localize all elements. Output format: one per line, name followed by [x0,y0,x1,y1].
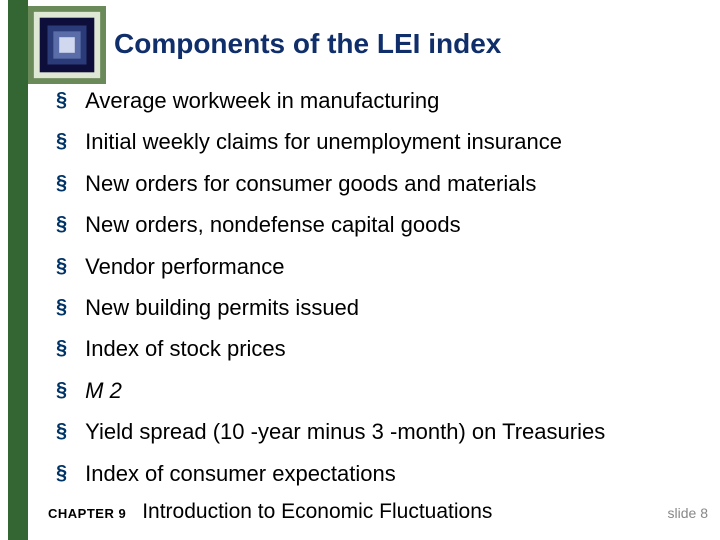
list-item-text: Yield spread (10 -year minus 3 -month) o… [85,419,605,445]
bullet-list: § Average workweek in manufacturing § Initi… [56,88,696,502]
side-accent-bar [8,0,28,540]
list-item-text: M 2 [85,378,122,404]
list-item: § Yield spread (10 -year minus 3 -month) … [56,419,696,445]
bullet-icon: § [56,421,67,441]
list-item: § New orders, nondefense capital goods [56,212,696,238]
bullet-icon: § [56,131,67,151]
list-item-text: New orders for consumer goods and materi… [85,171,536,197]
list-item-text: Index of consumer expectations [85,461,396,487]
list-item: § New orders for consumer goods and mater… [56,171,696,197]
bullet-icon: § [56,214,67,234]
bullet-icon: § [56,338,67,358]
list-item-text: New orders, nondefense capital goods [85,212,460,238]
bullet-icon: § [56,256,67,276]
chapter-title: Introduction to Economic Fluctuations [142,500,492,524]
list-item-text: Index of stock prices [85,336,286,362]
chapter-label: CHAPTER 9 [48,506,126,521]
list-item-text: Initial weekly claims for unemployment i… [85,129,562,155]
list-item: § Vendor performance [56,254,696,280]
bullet-icon: § [56,173,67,193]
bullet-icon: § [56,90,67,110]
list-item: § Index of stock prices [56,336,696,362]
list-item-text: Average workweek in manufacturing [85,88,439,114]
corner-graphic [28,6,106,84]
slide-footer: CHAPTER 9 Introduction to Economic Fluct… [48,500,708,524]
list-item-text: New building permits issued [85,295,359,321]
list-item: § M 2 [56,378,696,404]
list-item-text: Vendor performance [85,254,284,280]
slide-title: Components of the LEI index [114,28,501,60]
bullet-icon: § [56,463,67,483]
list-item: § New building permits issued [56,295,696,321]
footer-left: CHAPTER 9 Introduction to Economic Fluct… [48,500,492,524]
bullet-icon: § [56,297,67,317]
slide-number: slide 8 [668,505,708,521]
list-item: § Average workweek in manufacturing [56,88,696,114]
bullet-icon: § [56,380,67,400]
list-item: § Index of consumer expectations [56,461,696,487]
list-item: § Initial weekly claims for unemployment … [56,129,696,155]
